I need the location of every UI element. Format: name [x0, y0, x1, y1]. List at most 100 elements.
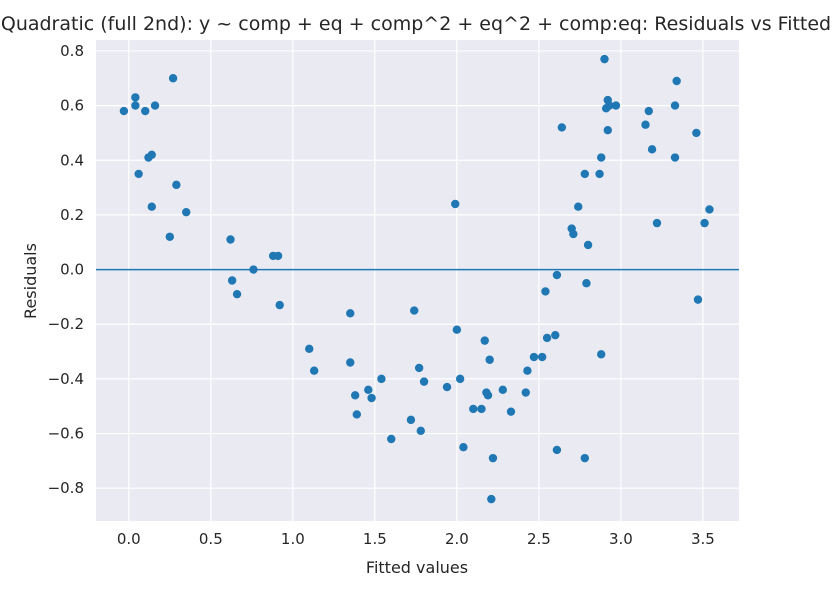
data-point [483, 391, 493, 400]
data-point [172, 180, 181, 190]
x-tick-labels: 0.0 0.5 1.0 1.5 2.0 2.5 3.0 3.5 [117, 530, 715, 548]
data-point [416, 426, 425, 436]
x-tick-label: 2.5 [527, 530, 551, 548]
data-point [442, 382, 452, 392]
data-point [227, 276, 237, 285]
data-point [603, 125, 612, 135]
data-point [583, 240, 593, 250]
data-point [232, 289, 242, 299]
data-point [595, 169, 604, 179]
data-point [582, 279, 591, 288]
x-tick-label: 0.5 [199, 530, 223, 548]
data-point [605, 101, 614, 110]
y-tick-label: 0.6 [60, 97, 84, 115]
data-point [165, 232, 175, 241]
data-point [557, 123, 567, 132]
data-point [597, 350, 606, 359]
x-tick-label: 1.0 [281, 530, 305, 548]
data-point [580, 169, 590, 179]
data-point [364, 385, 373, 395]
data-point [147, 202, 156, 211]
data-point [419, 377, 429, 386]
data-point [485, 355, 494, 364]
data-point [406, 415, 416, 425]
data-point [552, 445, 562, 455]
data-point [377, 374, 386, 384]
x-tick-label: 2.0 [445, 530, 469, 548]
data-point [141, 106, 150, 116]
data-point [414, 363, 424, 373]
data-point [670, 101, 680, 110]
data-point [387, 434, 396, 444]
data-point [131, 93, 140, 102]
data-point [580, 453, 590, 463]
y-tick-label: 0.8 [60, 42, 84, 60]
data-point [537, 352, 547, 362]
data-point [249, 265, 258, 274]
data-point [131, 101, 140, 110]
data-point [521, 388, 530, 397]
x-tick-label: 3.0 [609, 530, 633, 548]
data-point [147, 150, 156, 159]
data-point [455, 374, 465, 384]
data-point [700, 218, 709, 228]
x-tick-label: 1.5 [363, 530, 387, 548]
data-point [226, 235, 235, 244]
data-point [523, 366, 532, 375]
data-point [452, 325, 462, 334]
y-tick-label: 0.0 [60, 261, 84, 279]
y-tick-label: −0.6 [48, 425, 84, 443]
data-point [119, 106, 129, 116]
data-point [670, 153, 680, 162]
y-tick-label: −0.2 [48, 315, 84, 333]
y-tick-label: 0.4 [60, 151, 84, 169]
data-point [600, 54, 609, 64]
x-tick-label: 0.0 [117, 530, 141, 548]
data-point [705, 205, 714, 214]
plot-area [96, 40, 739, 521]
data-point [182, 207, 191, 217]
data-point [542, 333, 552, 343]
data-point [574, 202, 583, 211]
data-point [506, 407, 516, 416]
scatter-points [119, 54, 714, 504]
data-point [150, 101, 160, 110]
data-point [469, 404, 478, 414]
x-gridlines [128, 40, 704, 521]
data-point [488, 453, 498, 463]
data-point [647, 145, 657, 154]
x-tick-label: 3.5 [691, 530, 715, 548]
data-point [480, 336, 489, 345]
y-axis-label: Residuals [21, 243, 40, 319]
y-tick-labels: −0.8 −0.6 −0.4 −0.2 0.0 0.2 0.4 0.6 0.8 [48, 42, 84, 497]
data-point [309, 366, 319, 375]
data-point [569, 229, 578, 239]
data-point [551, 330, 560, 340]
y-tick-label: −0.8 [48, 479, 84, 497]
data-point [367, 393, 376, 403]
y-tick-label: −0.4 [48, 370, 84, 388]
data-point [451, 199, 460, 209]
y-gridlines [96, 50, 739, 489]
chart-title: Quadratic (full 2nd): y ~ comp + eq + co… [1, 13, 831, 35]
data-point [529, 352, 539, 362]
data-point [692, 128, 701, 138]
data-point [346, 309, 355, 318]
data-point [498, 385, 507, 395]
y-tick-label: 0.2 [60, 206, 84, 224]
data-point [641, 120, 650, 129]
data-point [552, 270, 562, 280]
data-point [487, 494, 496, 504]
data-point [597, 153, 606, 162]
data-point [459, 443, 468, 452]
data-point [275, 300, 284, 310]
data-point [352, 410, 362, 419]
data-point [672, 76, 681, 86]
data-point [273, 251, 283, 261]
data-point [346, 358, 355, 367]
data-point [168, 74, 178, 83]
data-point [652, 218, 662, 228]
data-point [350, 391, 360, 400]
data-point [644, 106, 653, 116]
